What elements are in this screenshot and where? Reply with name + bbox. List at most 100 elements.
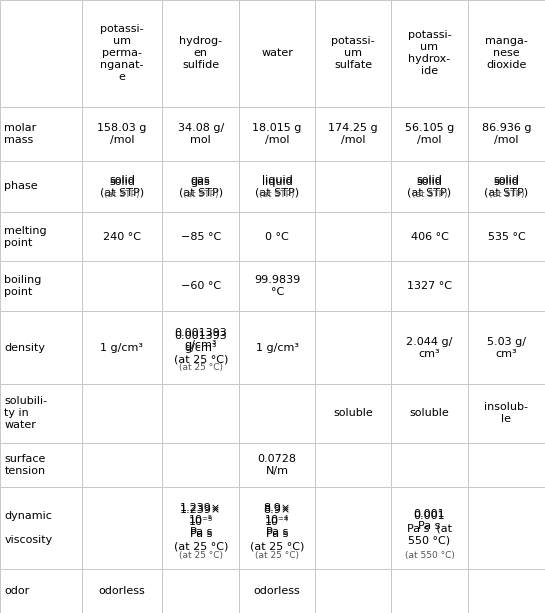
Bar [468,311,545,384]
Text: gas: gas [191,177,210,188]
Bar [391,311,468,384]
Text: solid: solid [109,177,135,188]
Bar [0,384,82,443]
Text: 18.015 g
/mol: 18.015 g /mol [252,123,302,145]
Bar [468,212,545,261]
Text: molar
mass: molar mass [4,123,37,145]
Text: 99.9839
°C: 99.9839 °C [254,275,300,297]
Text: potassi-
um
sulfate: potassi- um sulfate [331,36,375,70]
Bar [391,384,468,443]
Text: 8.9×
10⁻⁴
Pa s
(at 25 °C): 8.9× 10⁻⁴ Pa s (at 25 °C) [250,505,304,551]
Bar [315,384,391,443]
Text: 8.9×
10⁻⁴
Pa s: 8.9× 10⁻⁴ Pa s [264,503,291,537]
Bar [239,212,315,261]
Text: −85 °C: −85 °C [180,232,221,242]
Text: 1327 °C: 1327 °C [407,281,452,291]
Bar [162,569,239,613]
Text: 174.25 g
/mol: 174.25 g /mol [328,123,378,145]
Text: 2.044 g/
cm³: 2.044 g/ cm³ [406,337,453,359]
Bar [239,161,315,212]
Bar [0,161,82,212]
Bar [315,0,391,107]
Bar [162,487,239,569]
Text: boiling
point: boiling point [4,275,42,297]
Text: liquid: liquid [262,177,293,188]
Bar [82,161,162,212]
Bar [315,311,391,384]
Bar [82,384,162,443]
Bar [468,569,545,613]
Text: (at STP): (at STP) [489,190,524,199]
Text: solid
(at STP): solid (at STP) [100,175,144,197]
Bar [162,311,239,384]
Text: water: water [261,48,293,58]
Bar [162,487,239,569]
Bar [0,107,82,161]
Bar [162,443,239,487]
Text: potassi-
um
hydrox-
ide: potassi- um hydrox- ide [408,30,451,76]
Bar [239,384,315,443]
Text: 86.936 g
/mol: 86.936 g /mol [482,123,531,145]
Bar [391,161,468,212]
Bar [82,311,162,384]
Bar [391,487,468,569]
Bar [82,107,162,161]
Bar [162,161,239,212]
Bar [162,161,239,212]
Text: soluble: soluble [410,408,449,419]
Bar [0,0,82,107]
Text: hydrog-
en
sulfide: hydrog- en sulfide [179,36,222,70]
Text: 0.001393
g/cm³
(at 25 °C): 0.001393 g/cm³ (at 25 °C) [173,330,228,365]
Bar [162,311,239,384]
Bar [162,0,239,107]
Bar [391,0,468,107]
Text: solubili-
ty in
water: solubili- ty in water [4,397,47,430]
Bar [239,0,315,107]
Text: soluble: soluble [333,408,373,419]
Bar [239,107,315,161]
Bar [0,569,82,613]
Text: dynamic

viscosity: dynamic viscosity [4,511,53,545]
Bar [0,261,82,311]
Text: (at 25 °C): (at 25 °C) [255,550,299,560]
Bar [162,261,239,311]
Bar [468,443,545,487]
Text: solid
(at STP): solid (at STP) [408,175,451,197]
Bar [468,161,545,212]
Bar [239,487,315,569]
Text: 34.08 g/
mol: 34.08 g/ mol [178,123,224,145]
Text: 158.03 g
/mol: 158.03 g /mol [97,123,147,145]
Bar [391,161,468,212]
Text: odorless: odorless [254,586,300,596]
Text: −60 °C: −60 °C [180,281,221,291]
Bar [391,487,468,569]
Text: (at STP): (at STP) [259,190,295,199]
Bar [391,261,468,311]
Bar [162,212,239,261]
Text: gas
(at STP): gas (at STP) [179,175,223,197]
Bar [315,107,391,161]
Text: 56.105 g
/mol: 56.105 g /mol [405,123,454,145]
Text: (at STP): (at STP) [411,190,447,199]
Text: 0.001
Pa s: 0.001 Pa s [414,509,445,531]
Bar [391,161,468,212]
Bar [162,487,239,569]
Bar [391,443,468,487]
Text: 1.239×
10⁻⁵
Pa s
(at 25 °C): 1.239× 10⁻⁵ Pa s (at 25 °C) [173,505,228,551]
Bar [162,107,239,161]
Text: density: density [4,343,45,352]
Bar [315,487,391,569]
Text: (at STP): (at STP) [183,190,219,199]
Bar [315,261,391,311]
Bar [239,443,315,487]
Text: 535 °C: 535 °C [488,232,525,242]
Text: surface
tension: surface tension [4,454,46,476]
Bar [315,443,391,487]
Text: 1.239×
10⁻⁵
Pa s: 1.239× 10⁻⁵ Pa s [180,503,221,537]
Bar [0,443,82,487]
Text: potassi-
um
perma-
nganat-
e: potassi- um perma- nganat- e [100,25,144,82]
Bar [315,161,391,212]
Text: 1 g/cm³: 1 g/cm³ [256,343,299,352]
Text: 0.001393
g/cm³: 0.001393 g/cm³ [174,328,227,350]
Bar [82,443,162,487]
